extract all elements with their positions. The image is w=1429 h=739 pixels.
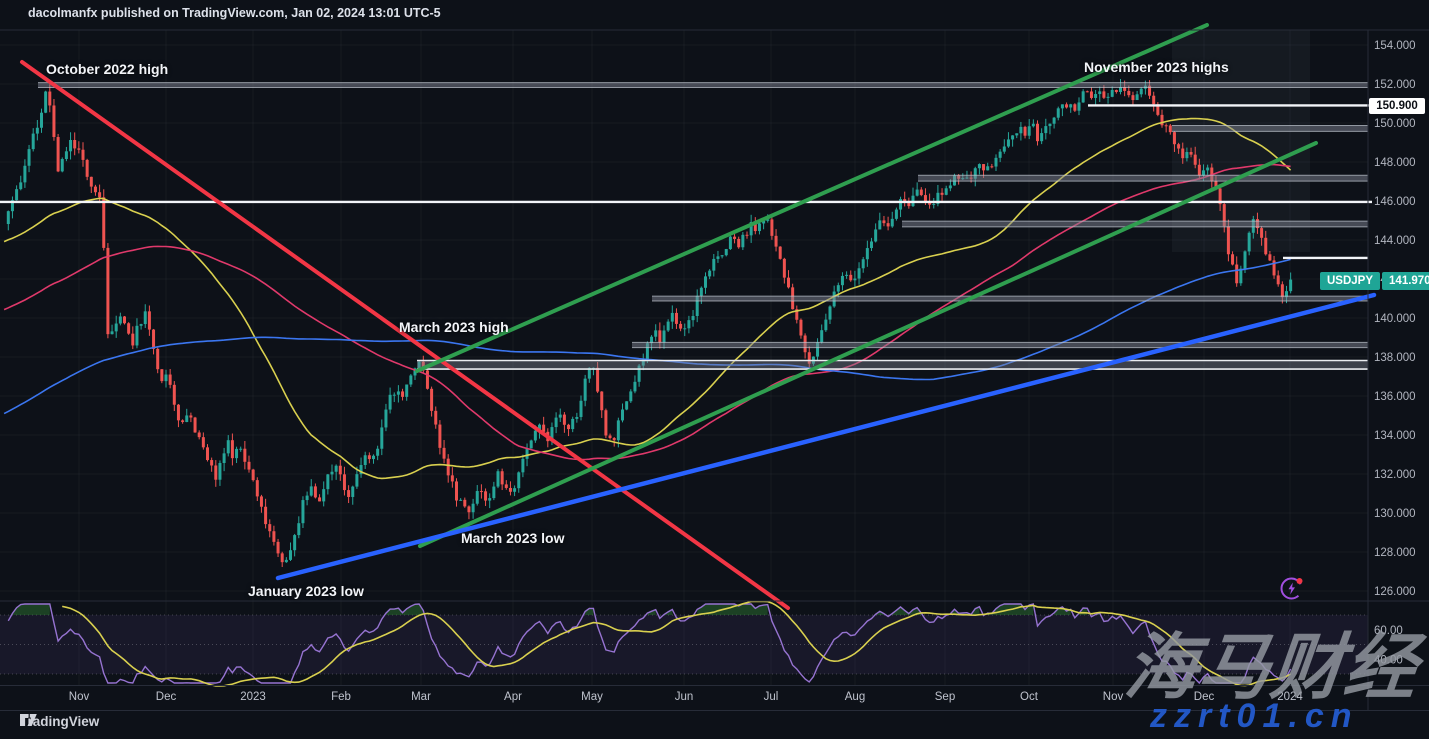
- annotation-october-2022-high[interactable]: October 2022 high: [46, 61, 169, 77]
- rsi-pane: [0, 600, 1368, 687]
- bolt-circle: [1280, 577, 1303, 600]
- svg-text:128.000: 128.000: [1374, 547, 1416, 559]
- svg-text:136.000: 136.000: [1374, 391, 1416, 403]
- svg-text:140.000: 140.000: [1374, 313, 1416, 325]
- svg-text:Nov: Nov: [1103, 691, 1124, 703]
- rsi-ma-line: [62, 600, 1291, 687]
- svg-text:Dec: Dec: [1194, 691, 1215, 703]
- tradingview-logo-icon: [20, 714, 37, 726]
- flash-ideas-icon[interactable]: [1278, 574, 1306, 602]
- svg-text:40.00: 40.00: [1374, 654, 1403, 666]
- publish-header: dacolmanfx published on TradingView.com,…: [28, 6, 441, 20]
- annotation-march-2023-high[interactable]: March 2023 high: [399, 319, 509, 335]
- svg-text:126.000: 126.000: [1374, 586, 1416, 598]
- svg-text:148.000: 148.000: [1374, 157, 1416, 169]
- tradingview-footer[interactable]: TradingView: [20, 714, 99, 729]
- svg-text:60.00: 60.00: [1374, 625, 1403, 637]
- svg-text:Feb: Feb: [331, 691, 351, 703]
- rsi-line: [7, 603, 1292, 685]
- svg-text:Jul: Jul: [764, 691, 779, 703]
- annotation-january-2023-low[interactable]: January 2023 low: [248, 583, 364, 599]
- svg-text:Mar: Mar: [411, 691, 431, 703]
- notification-dot: [1296, 578, 1303, 584]
- watermark-brand-url: zzrt01.cn: [1150, 697, 1359, 735]
- support-resistance-zones: [38, 82, 1368, 370]
- january-2023-uptrend[interactable]: [275, 292, 1377, 581]
- price-level-label-150-900: 150.900: [1369, 98, 1425, 114]
- svg-text:152.000: 152.000: [1374, 79, 1416, 91]
- svg-text:150.000: 150.000: [1374, 118, 1416, 130]
- svg-text:2024: 2024: [1277, 691, 1303, 703]
- svg-text:Jun: Jun: [675, 691, 694, 703]
- svg-text:Nov: Nov: [69, 691, 90, 703]
- svg-text:May: May: [581, 691, 603, 703]
- svg-text:154.000: 154.000: [1374, 40, 1416, 52]
- svg-text:146.000: 146.000: [1374, 196, 1416, 208]
- channel-upper[interactable]: [415, 23, 1209, 373]
- trendlines: [20, 23, 1377, 610]
- svg-text:Apr: Apr: [504, 691, 522, 703]
- channel-lower[interactable]: [418, 141, 1318, 548]
- svg-text:130.000: 130.000: [1374, 508, 1416, 520]
- annotation-march-2023-low[interactable]: March 2023 low: [461, 530, 565, 546]
- pane-separators: [0, 29, 1429, 711]
- price-axis-hitbox[interactable]: [1368, 30, 1429, 685]
- october-2022-downtrend[interactable]: [20, 60, 790, 610]
- svg-text:132.000: 132.000: [1374, 469, 1416, 481]
- highlight-region: [1172, 30, 1310, 252]
- svg-text:Oct: Oct: [1020, 691, 1039, 703]
- sma-100-line: [3, 163, 1291, 461]
- last-price-badge: USDJPY 141.970: [1320, 272, 1429, 290]
- svg-text:2023: 2023: [240, 691, 266, 703]
- candlestick-series: [6, 78, 1293, 568]
- svg-text:134.000: 134.000: [1374, 430, 1416, 442]
- svg-text:Dec: Dec: [156, 691, 177, 703]
- horizontal-level-lines: [0, 104, 1372, 260]
- axis-labels: 154.000 152.000 150.000 148.000 146.000 144.0…: [69, 40, 1416, 703]
- last-price-chip: 141.970: [1382, 272, 1429, 290]
- svg-text:138.000: 138.000: [1374, 352, 1416, 364]
- svg-text:Aug: Aug: [845, 691, 865, 703]
- svg-text:144.000: 144.000: [1374, 235, 1416, 247]
- tradingview-brand-text: TradingView: [20, 714, 100, 729]
- sma-50-line: [3, 117, 1292, 480]
- annotation-november-2023-highs[interactable]: November 2023 highs: [1084, 59, 1229, 75]
- svg-text:Sep: Sep: [935, 691, 955, 703]
- symbol-chip: USDJPY: [1320, 272, 1381, 290]
- lightning-bolt-glyph: [1288, 582, 1295, 595]
- sma-200-line: [3, 258, 1291, 415]
- grid: [0, 30, 1368, 685]
